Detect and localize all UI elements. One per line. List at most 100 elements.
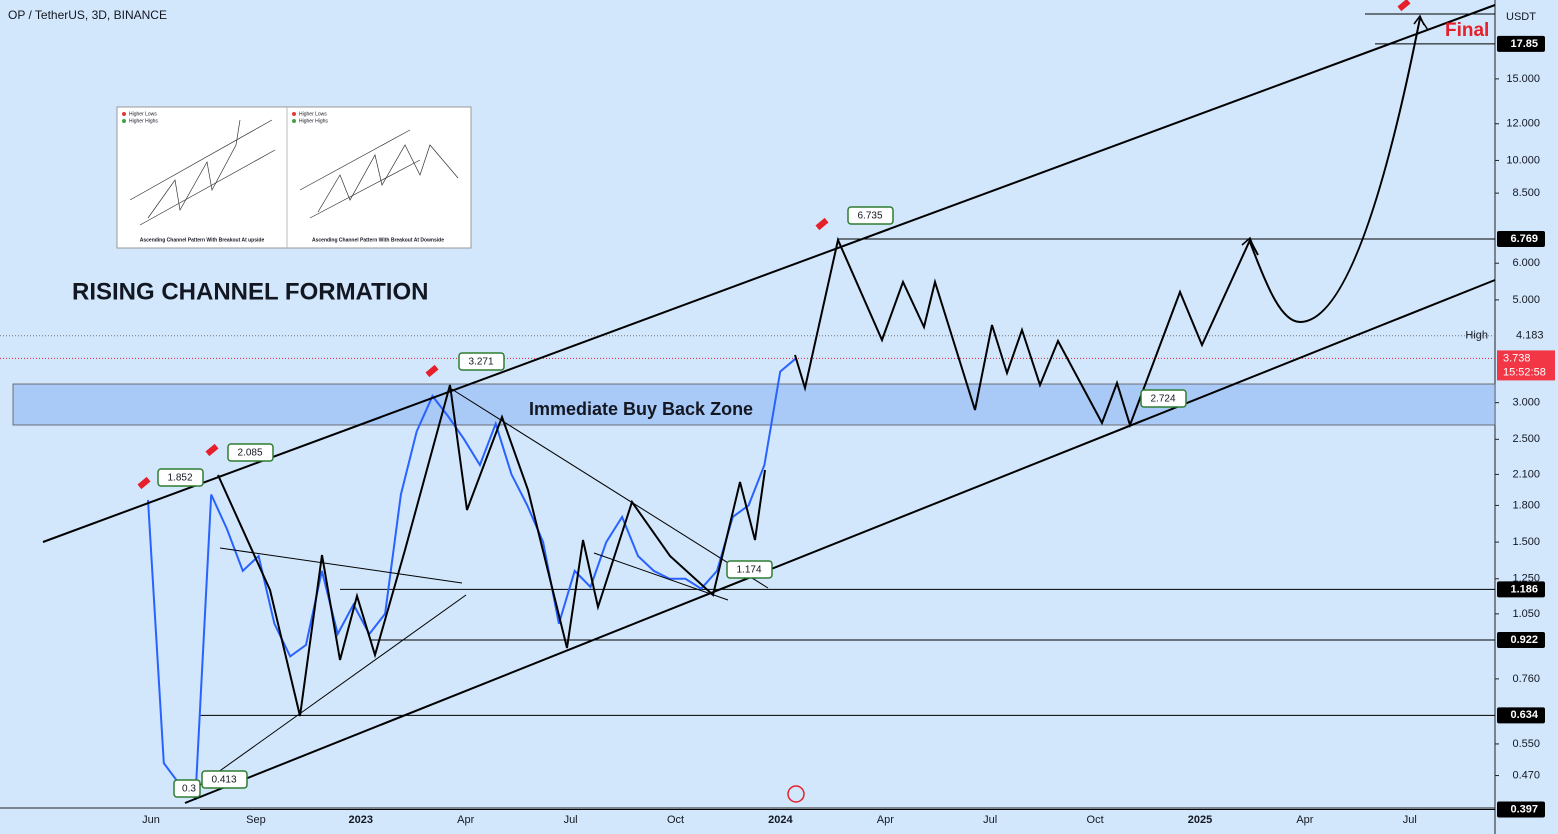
callout-box — [157, 468, 204, 487]
upper-channel — [42, 4, 1496, 543]
x-tick-label: 2023 — [349, 814, 373, 826]
level-badge — [1497, 801, 1545, 818]
level-label: 0.634 — [1510, 709, 1538, 721]
inset-line — [317, 144, 459, 213]
lower-channel — [184, 279, 1496, 804]
y-tick-label: 15.000 — [1506, 73, 1540, 85]
callout-label: 2.724 — [1150, 394, 1175, 405]
target-label: Final — [1445, 20, 1489, 41]
callout: 1.852 — [157, 468, 204, 487]
price-axis — [1495, 0, 1558, 834]
level-label: 0.397 — [1510, 803, 1538, 815]
y-tick-label: 8.500 — [1512, 187, 1540, 199]
callout: 0.413 — [201, 770, 248, 789]
high-label: High — [1465, 330, 1488, 342]
wave — [217, 384, 766, 717]
marker — [1397, 0, 1411, 12]
marker — [815, 217, 829, 231]
arrow — [1419, 17, 1429, 31]
inset-line — [299, 129, 411, 191]
callout-box — [173, 779, 201, 798]
callout-label: 0.413 — [211, 775, 236, 786]
callout-box — [201, 770, 248, 789]
callout: 2.085 — [227, 443, 274, 462]
inset-legend: Higher Lows — [129, 111, 157, 117]
level-badge — [1497, 632, 1545, 649]
x-tick-label: Jun — [142, 814, 160, 826]
level-label: 1.186 — [1510, 583, 1538, 595]
trend-line — [449, 387, 769, 589]
level-badge — [1497, 230, 1545, 247]
inset-line — [129, 119, 273, 201]
zone-label: Immediate Buy Back Zone — [529, 399, 753, 419]
level-badge — [1497, 707, 1545, 724]
callout: 3.271 — [458, 352, 505, 371]
inset-dot — [292, 119, 296, 123]
inset-dot — [122, 119, 126, 123]
y-tick-label: 1.800 — [1512, 499, 1540, 511]
y-tick-label: 1.050 — [1512, 608, 1540, 620]
y-tick-label: 0.550 — [1512, 738, 1540, 750]
callout-box — [1140, 389, 1187, 408]
drawings — [42, 4, 1496, 804]
arrow — [1241, 236, 1255, 249]
callout-box — [726, 560, 773, 579]
high-value: 4.183 — [1516, 330, 1544, 342]
callout-label: 6.735 — [857, 211, 882, 222]
x-tick-label: Jul — [1403, 814, 1417, 826]
level-badge — [1497, 35, 1545, 52]
callout-box — [458, 352, 505, 371]
currency: USDT — [1506, 11, 1536, 23]
marker — [425, 364, 439, 378]
callout-label: 2.085 — [237, 448, 262, 459]
x-tick-label: Jul — [983, 814, 997, 826]
inset-legend: Higher Highs — [299, 118, 328, 124]
countdown: 15:52:58 — [1503, 366, 1546, 378]
pattern-label: RISING CHANNEL FORMATION — [72, 278, 428, 305]
inset-line — [139, 149, 276, 226]
trend-line — [593, 552, 729, 601]
y-tick-label: 3.000 — [1512, 397, 1540, 409]
x-tick-label: 2024 — [768, 814, 793, 826]
callout: 0.3 — [173, 779, 201, 798]
inset-legend: Higher Highs — [129, 118, 158, 124]
y-tick-label: 5.000 — [1512, 294, 1540, 306]
x-tick-label: Apr — [877, 814, 894, 826]
y-tick-label: 10.000 — [1506, 154, 1540, 166]
inset-line — [147, 119, 241, 219]
level-badge — [1497, 581, 1545, 598]
level-label: 17.85 — [1510, 38, 1538, 50]
last-badge — [1497, 350, 1555, 381]
x-tick-label: Oct — [667, 814, 684, 826]
inset-line — [309, 159, 421, 219]
projection-curve — [1249, 17, 1421, 324]
inset-caption: Ascending Channel Pattern With Breakout … — [312, 237, 444, 243]
inset-frame — [116, 106, 472, 249]
x-tick-label: Apr — [1296, 814, 1313, 826]
inset-caption: Ascending Channel Pattern With Breakout … — [140, 237, 265, 243]
callout: 2.724 — [1140, 389, 1187, 408]
callout-box — [227, 443, 274, 462]
y-tick-label: 2.500 — [1512, 433, 1540, 445]
x-tick-label: Apr — [457, 814, 474, 826]
x-tick-label: 2025 — [1188, 814, 1212, 826]
level-label: 0.922 — [1510, 634, 1538, 646]
y-tick-label: 2.100 — [1512, 468, 1540, 480]
y-tick-label: 0.760 — [1512, 673, 1540, 685]
markers — [137, 0, 1411, 490]
callout-label: 0.3 — [182, 784, 196, 795]
inset-dot — [292, 112, 296, 116]
y-tick-label: 6.000 — [1512, 257, 1540, 269]
chart-title: OP / TetherUS, 3D, BINANCE — [8, 8, 167, 22]
event-icon[interactable] — [787, 785, 805, 803]
callout: 1.174 — [726, 560, 773, 579]
callout-label: 1.174 — [736, 565, 761, 576]
y-tick-label: 1.500 — [1512, 536, 1540, 548]
inset-dot — [122, 112, 126, 116]
projection — [794, 236, 1259, 429]
x-tick-label: Jul — [564, 814, 578, 826]
last-value: 3.738 — [1503, 352, 1531, 364]
marker — [205, 443, 219, 457]
inset: Higher Lows Higher Highs Higher Lows Hig… — [116, 106, 472, 249]
